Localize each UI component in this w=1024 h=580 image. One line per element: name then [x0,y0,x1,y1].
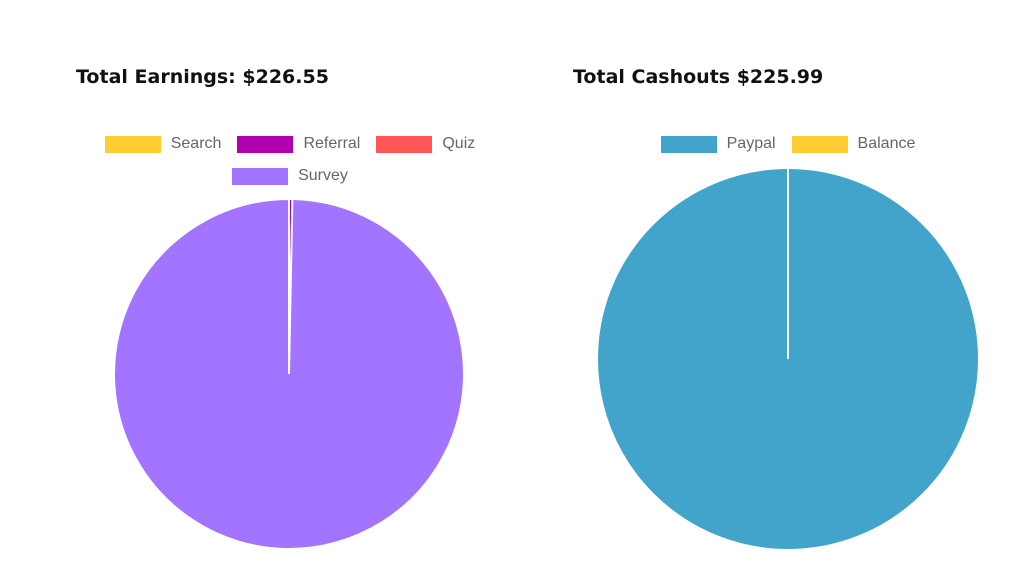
legend-item-quiz[interactable]: Quiz [376,134,475,154]
legend-item-referral[interactable]: Referral [237,134,360,154]
earnings-chart: Total Earnings: $226.55 Search Referral Qu… [76,66,496,550]
legend-swatch [232,167,289,185]
legend-swatch [376,135,433,153]
legend-item-paypal[interactable]: Paypal [660,134,776,154]
legend-item-survey[interactable]: Survey [232,166,348,186]
legend-label: Balance [857,135,916,152]
legend-label: Quiz [442,135,476,152]
legend-label: Survey [298,167,348,184]
legend-item-balance[interactable]: Balance [791,134,916,154]
earnings-legend: Search Referral Quiz Survey [84,134,496,186]
cashouts-legend: Paypal Balance [598,134,978,154]
legend-swatch [237,135,294,153]
cashouts-chart: Total Cashouts $225.99 Paypal Balance [512,0,1024,580]
legend-swatch [104,135,161,153]
legend-label: Referral [303,135,361,152]
legend-item-search[interactable]: Search [104,134,222,154]
legend-swatch [791,135,848,153]
legend-label: Paypal [726,135,776,152]
legend-label: Search [170,135,222,152]
cashouts-title: Total Cashouts $225.99 [573,66,824,88]
earnings-pie [113,197,465,550]
legend-swatch [660,135,717,153]
cashouts-pie [596,167,980,551]
earnings-title: Total Earnings: $226.55 [76,66,329,88]
